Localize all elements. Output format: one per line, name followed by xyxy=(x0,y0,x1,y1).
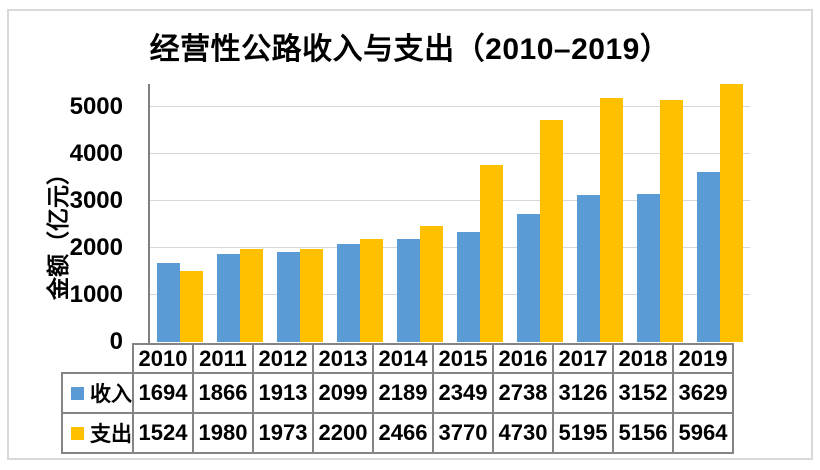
table-cell-收入-2018: 3152 xyxy=(612,372,674,414)
bar-支出-2011 xyxy=(240,249,263,342)
gridline-1000 xyxy=(150,294,750,296)
y-tick-label-4000: 4000 xyxy=(69,140,123,168)
table-cell-支出-2011: 1980 xyxy=(192,412,254,454)
table-cell-收入-2019: 3629 xyxy=(672,372,734,414)
bar-收入-2016 xyxy=(517,213,540,342)
y-axis-line xyxy=(148,84,150,343)
bar-收入-2010 xyxy=(157,262,180,342)
legend-cell-收入: 收入 xyxy=(61,372,134,414)
legend-swatch-icon xyxy=(71,427,84,440)
table-cell-支出-2016: 4730 xyxy=(492,412,554,454)
x-axis-label-2018: 2018 xyxy=(612,343,674,374)
x-axis-label-2012: 2012 xyxy=(252,343,314,374)
bar-group-2018 xyxy=(630,100,690,342)
bar-收入-2013 xyxy=(337,243,360,342)
table-year-row: 2010 2011 2012 2013 2014 2015 2016 2017 2018 2019 xyxy=(62,343,734,374)
bar-group-2019 xyxy=(690,84,750,342)
table-cell-支出-2019: 5964 xyxy=(672,412,734,454)
plot-area xyxy=(150,84,750,342)
gridline-5000 xyxy=(150,106,750,108)
table-row-支出: 支出 1524 1980 1973 2200 2466 3770 4730 5195 5156 59… xyxy=(61,412,734,454)
bar-支出-2012 xyxy=(300,249,323,342)
bar-收入-2018 xyxy=(637,194,660,342)
table-corner-blank xyxy=(62,344,133,373)
table-cell-支出-2013: 2200 xyxy=(312,412,374,454)
table-cell-收入-2014: 2189 xyxy=(372,372,434,414)
table-cell-支出-2014: 2466 xyxy=(372,412,434,454)
y-tick-label-3000: 3000 xyxy=(69,187,123,215)
gridline-3000 xyxy=(150,200,750,202)
table-cell-支出-2018: 5156 xyxy=(612,412,674,454)
table-cell-支出-2012: 1973 xyxy=(252,412,314,454)
data-table: 2010 2011 2012 2013 2014 2015 2016 2017 2018 2019… xyxy=(61,343,734,454)
bar-支出-2018 xyxy=(660,100,683,342)
bar-支出-2014 xyxy=(420,226,443,342)
legend-label: 收入 xyxy=(90,383,132,406)
table-cell-支出-2015: 3770 xyxy=(432,412,494,454)
x-axis-label-2017: 2017 xyxy=(552,343,614,374)
bar-group-2017 xyxy=(570,98,630,342)
bar-group-2016 xyxy=(510,120,570,342)
table-cell-收入-2012: 1913 xyxy=(252,372,314,414)
x-axis-label-2013: 2013 xyxy=(312,343,374,374)
bar-支出-2017 xyxy=(600,98,623,342)
table-row-收入: 收入 1694 1866 1913 2099 2189 2349 2738 3126 3152 36… xyxy=(61,372,734,414)
y-tick-label-2000: 2000 xyxy=(69,234,123,262)
x-axis-label-2016: 2016 xyxy=(492,343,554,374)
table-cell-支出-2010: 1524 xyxy=(132,412,194,454)
table-cell-收入-2017: 3126 xyxy=(552,372,614,414)
y-tick-label-0: 0 xyxy=(109,328,123,355)
x-axis-label-2014: 2014 xyxy=(372,343,434,374)
x-axis-label-2019: 2019 xyxy=(672,343,734,374)
bar-收入-2012 xyxy=(277,252,300,342)
bar-收入-2017 xyxy=(577,195,600,342)
y-tick-label-5000: 5000 xyxy=(69,93,123,121)
gridline-2000 xyxy=(150,247,750,249)
bar-支出-2015 xyxy=(480,165,503,342)
bar-group-2011 xyxy=(210,249,270,342)
bar-group-2013 xyxy=(330,238,390,342)
x-axis-label-2010: 2010 xyxy=(132,343,194,374)
bar-group-2015 xyxy=(450,165,510,342)
legend-label: 支出 xyxy=(90,423,132,446)
bar-group-2014 xyxy=(390,226,450,342)
bar-收入-2015 xyxy=(457,231,480,342)
legend-cell-支出: 支出 xyxy=(61,412,134,454)
bar-支出-2010 xyxy=(180,270,203,342)
table-cell-收入-2015: 2349 xyxy=(432,372,494,414)
bar-收入-2019 xyxy=(697,171,720,342)
bar-支出-2016 xyxy=(540,120,563,342)
gridline-4000 xyxy=(150,153,750,155)
bar-支出-2019 xyxy=(720,84,743,342)
bar-group-2012 xyxy=(270,249,330,342)
bar-支出-2013 xyxy=(360,238,383,342)
table-cell-收入-2013: 2099 xyxy=(312,372,374,414)
bar-收入-2011 xyxy=(217,254,240,342)
bar-收入-2014 xyxy=(397,239,420,342)
table-cell-收入-2011: 1866 xyxy=(192,372,254,414)
table-cell-收入-2010: 1694 xyxy=(132,372,194,414)
chart-frame-border xyxy=(7,9,813,460)
x-axis-label-2015: 2015 xyxy=(432,343,494,374)
table-cell-收入-2016: 2738 xyxy=(492,372,554,414)
y-tick-label-1000: 1000 xyxy=(69,281,123,309)
legend-swatch-icon xyxy=(71,387,84,400)
table-cell-支出-2017: 5195 xyxy=(552,412,614,454)
chart-title: 经营性公路收入与支出（2010–2019） xyxy=(149,33,671,66)
bar-group-2010 xyxy=(150,262,210,342)
x-axis-label-2011: 2011 xyxy=(192,343,254,374)
